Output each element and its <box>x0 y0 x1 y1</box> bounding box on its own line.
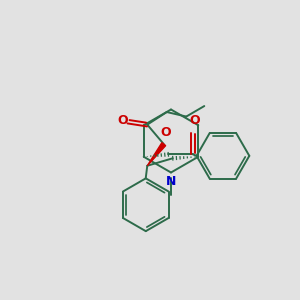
Text: O: O <box>189 114 200 127</box>
Polygon shape <box>147 143 166 166</box>
Text: O: O <box>160 126 171 139</box>
Text: N: N <box>166 175 176 188</box>
Text: O: O <box>117 114 128 127</box>
